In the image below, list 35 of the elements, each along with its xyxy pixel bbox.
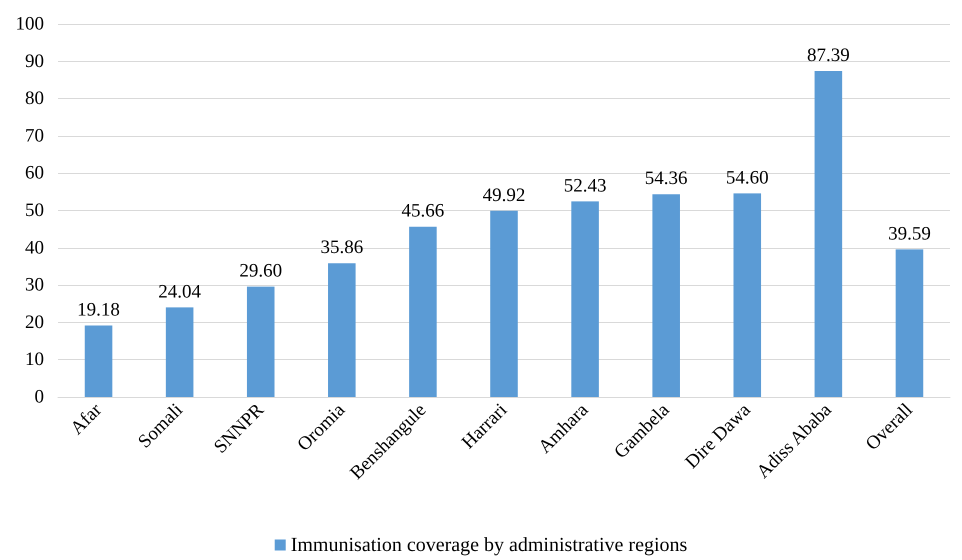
y-tick-label: 100 [16, 14, 44, 34]
y-tick-label: 10 [25, 349, 44, 370]
bar [166, 307, 194, 397]
bar [490, 210, 518, 397]
bar [571, 201, 599, 397]
data-label: 29.60 [239, 260, 282, 282]
data-label: 45.66 [402, 200, 444, 222]
legend-label: Immunisation coverage by administrative regions [290, 534, 688, 556]
y-tick-label: 60 [25, 162, 44, 184]
y-tick-label: 20 [25, 312, 44, 333]
bar [652, 194, 680, 397]
data-label: 54.36 [644, 168, 688, 190]
x-tick-label: Afar [66, 399, 106, 440]
data-label: 19.18 [77, 299, 120, 320]
data-label: 49.92 [482, 184, 526, 206]
data-label: 39.59 [888, 223, 931, 244]
data-label: 52.43 [564, 175, 606, 196]
data-label: 35.86 [320, 237, 364, 258]
y-tick-label: 40 [25, 237, 44, 258]
bar [814, 71, 842, 397]
bar [84, 325, 112, 397]
bar [328, 263, 356, 397]
bar [246, 286, 275, 397]
data-label: 87.39 [806, 45, 850, 66]
y-tick-label: 0 [34, 386, 44, 408]
y-tick-label: 70 [25, 125, 44, 146]
bar [733, 193, 762, 397]
y-tick-label: 50 [25, 200, 44, 221]
y-tick-label: 90 [25, 50, 44, 72]
data-label: 54.60 [726, 167, 769, 188]
bar [896, 249, 924, 397]
data-label: 24.04 [158, 281, 202, 302]
y-tick-label: 80 [25, 88, 44, 110]
y-tick-label: 30 [25, 274, 44, 296]
bar [409, 226, 437, 397]
